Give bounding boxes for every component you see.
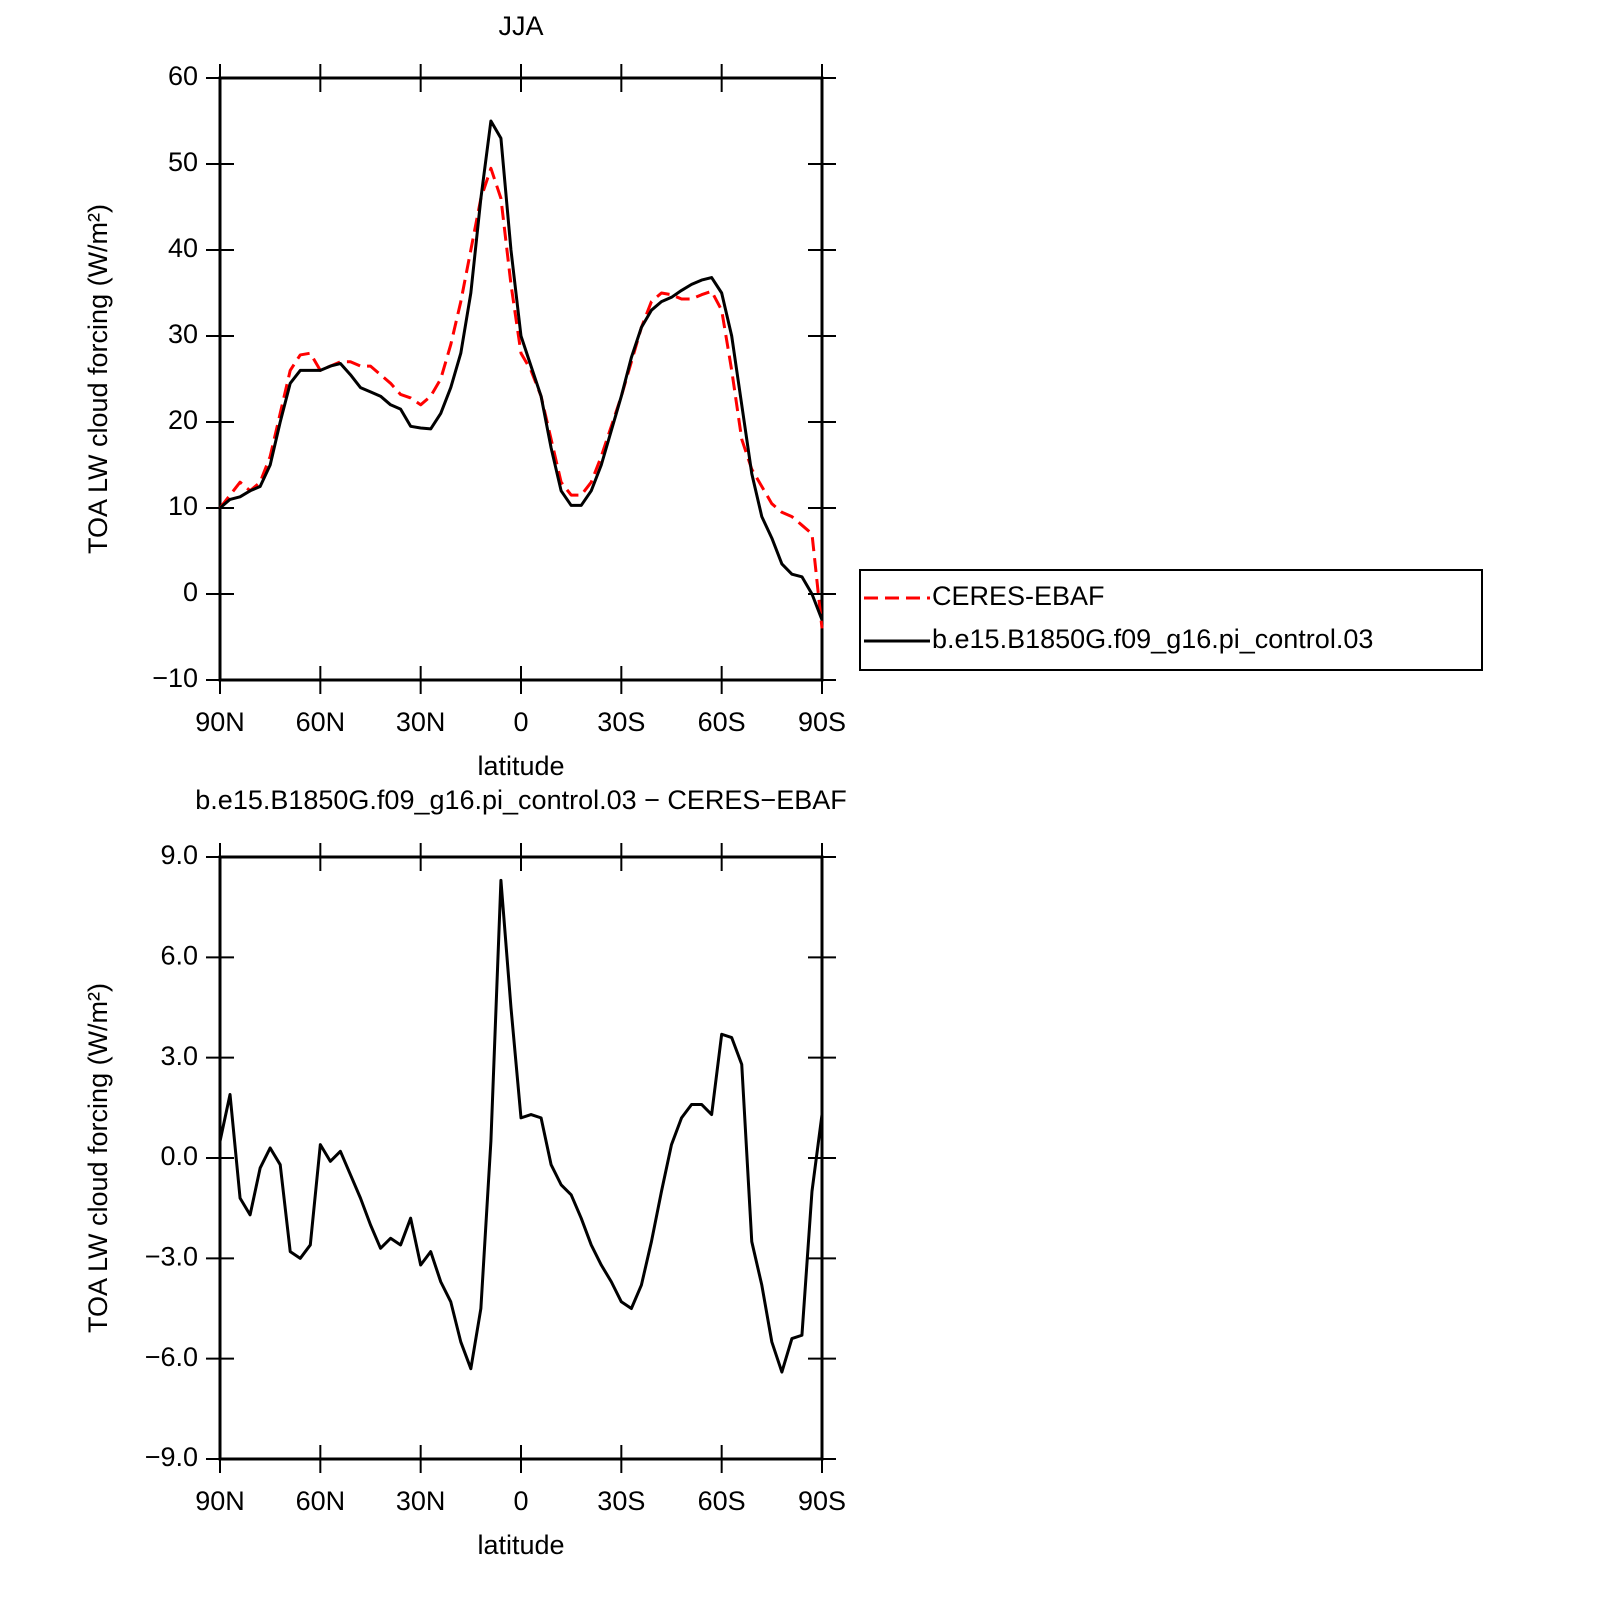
y-tick-label: 60 — [168, 61, 198, 91]
series-line — [218, 878, 824, 1374]
x-tick-label: 90N — [195, 1486, 245, 1516]
y-tick-label: −3.0 — [145, 1241, 198, 1271]
chart-title: b.e15.B1850G.f09_g16.pi_control.03 − CER… — [195, 785, 846, 815]
y-tick-label: 50 — [168, 147, 198, 177]
series-line — [219, 119, 824, 621]
y-tick-label: 40 — [168, 233, 198, 263]
y-tick-label: 0 — [183, 577, 198, 607]
chart-title: JJA — [498, 11, 543, 41]
plot-frame — [218, 76, 824, 682]
series-line — [218, 166, 824, 629]
y-tick-label: 0.0 — [160, 1141, 198, 1171]
x-tick-label: 0 — [513, 707, 528, 737]
y-axis-label: TOA LW cloud forcing (W/m²) — [83, 204, 113, 554]
x-tick-label: 60N — [296, 707, 346, 737]
y-tick-label: 3.0 — [160, 1041, 198, 1071]
x-tick-label: 30S — [597, 1486, 645, 1516]
x-tick-label: 90N — [195, 707, 245, 737]
x-tick-label: 30S — [597, 707, 645, 737]
legend-label: CERES-EBAF — [932, 581, 1105, 611]
x-tick-label: 60S — [698, 707, 746, 737]
y-tick-label: 30 — [168, 319, 198, 349]
y-axis-label: TOA LW cloud forcing (W/m²) — [83, 983, 113, 1333]
y-tick-label: −9.0 — [145, 1442, 198, 1472]
x-axis-label: latitude — [477, 1530, 564, 1560]
legend-box — [859, 569, 1483, 671]
y-tick-label: 6.0 — [160, 940, 198, 970]
x-tick-label: 90S — [798, 707, 846, 737]
legend-label: b.e15.B1850G.f09_g16.pi_control.03 — [932, 624, 1373, 654]
x-axis-label: latitude — [477, 751, 564, 781]
y-tick-label: 20 — [168, 405, 198, 435]
x-tick-label: 90S — [798, 1486, 846, 1516]
y-tick-label: 10 — [168, 491, 198, 521]
x-tick-label: 30N — [396, 1486, 446, 1516]
x-tick-label: 0 — [513, 1486, 528, 1516]
y-tick-label: −10 — [152, 663, 198, 693]
x-tick-label: 60N — [296, 1486, 346, 1516]
x-tick-label: 30N — [396, 707, 446, 737]
y-tick-label: 9.0 — [160, 840, 198, 870]
plot-frame — [218, 855, 824, 1461]
x-tick-label: 60S — [698, 1486, 746, 1516]
y-tick-label: −6.0 — [145, 1342, 198, 1372]
